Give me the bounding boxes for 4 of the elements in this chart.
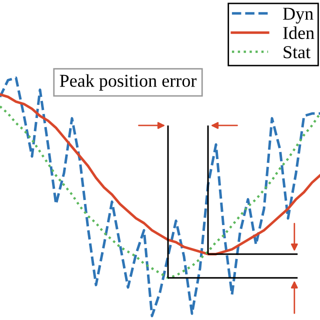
legend-label: Stat bbox=[284, 46, 310, 58]
legend-label: Dyn bbox=[283, 8, 314, 24]
legend-label: Iden bbox=[283, 26, 314, 40]
annotation: Peak position error bbox=[60, 74, 197, 91]
